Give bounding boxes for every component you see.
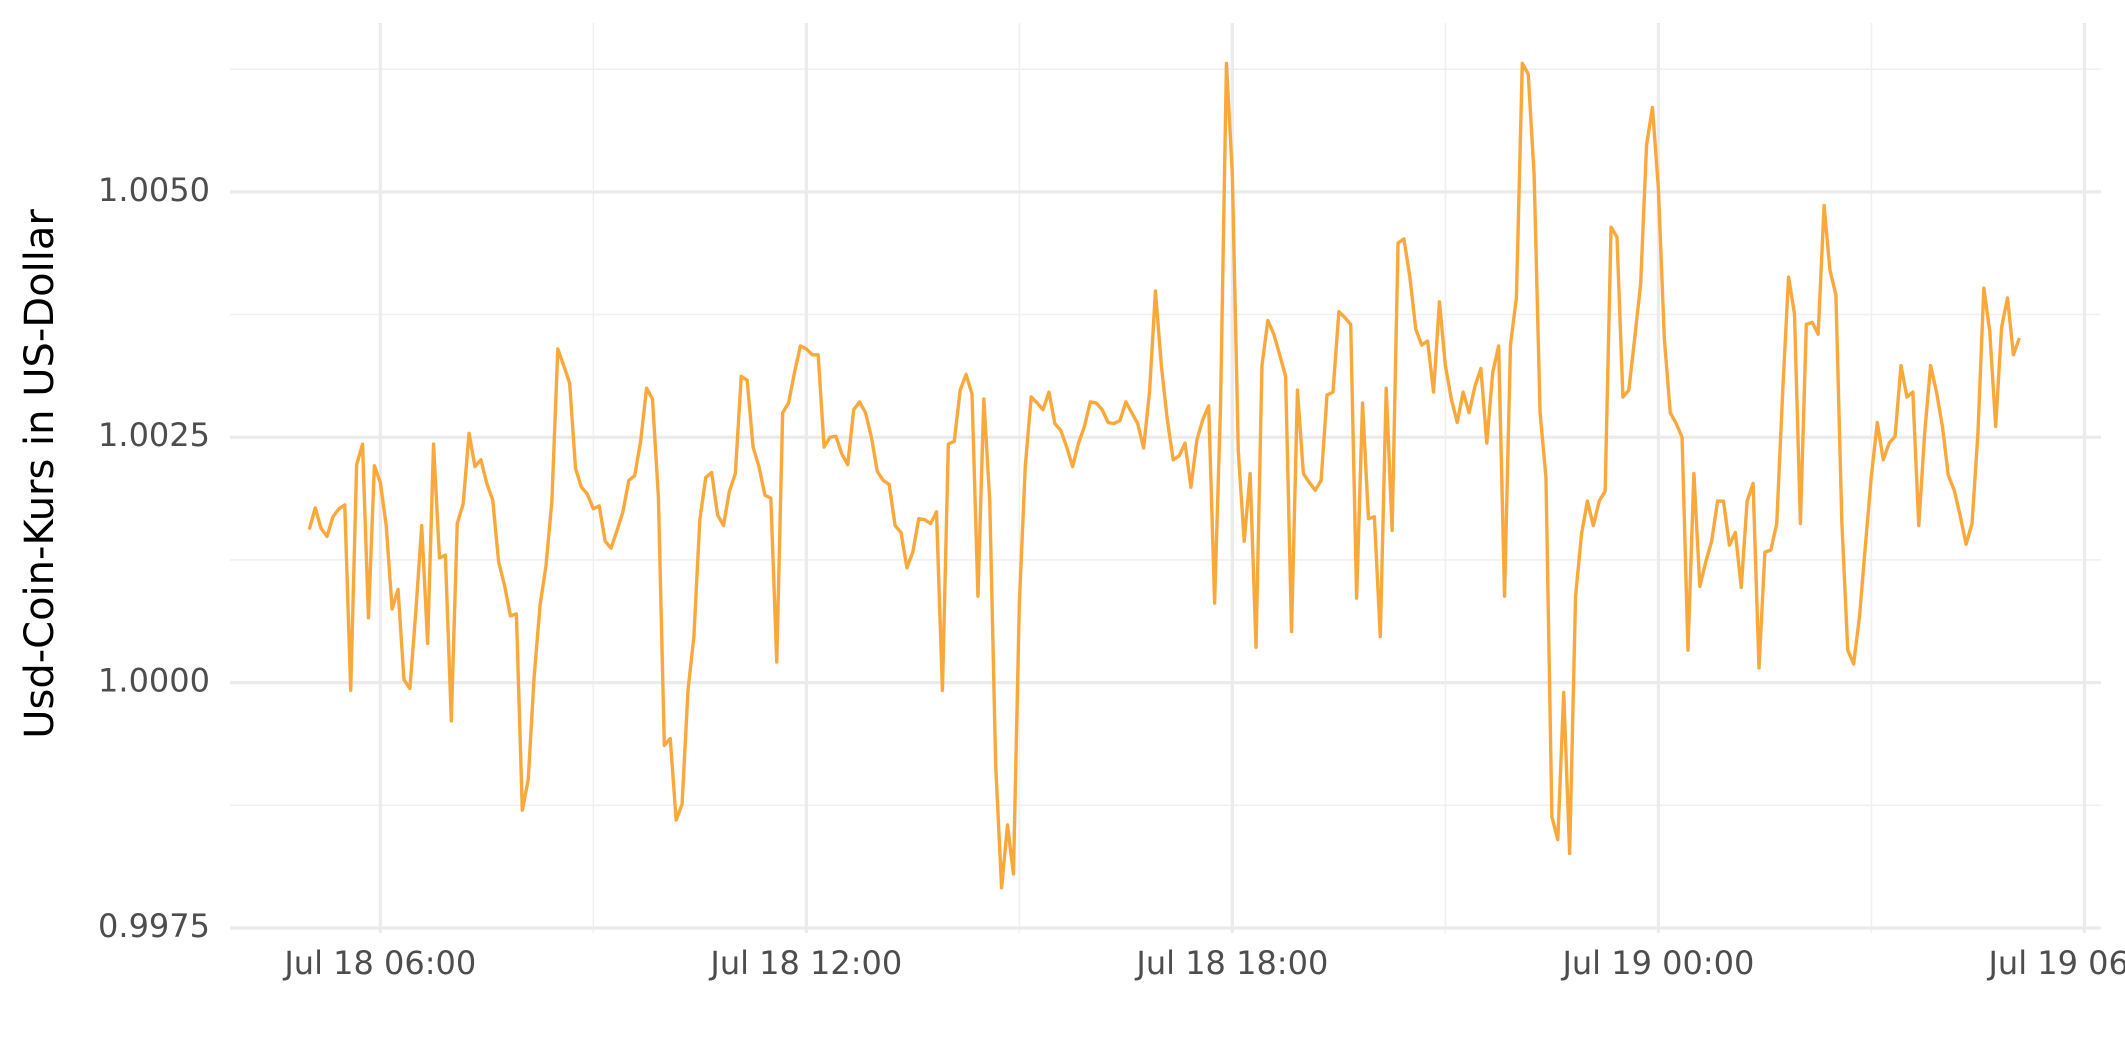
x-tick-label: Jul 19 00:00 [1560, 944, 1754, 982]
y-axis-label: Usd-Coin-Kurs in US-Dollar [17, 209, 63, 739]
x-tick-label: Jul 18 06:00 [282, 944, 476, 982]
y-tick-label: 1.0050 [98, 171, 210, 209]
y-tick-label: 0.9975 [98, 907, 210, 945]
y-tick-label: 1.0025 [98, 416, 210, 454]
x-tick-label: Jul 18 12:00 [708, 944, 902, 982]
grid [230, 23, 2101, 933]
y-tick-label: 1.0000 [98, 662, 210, 700]
x-tick-label: Jul 18 18:00 [1134, 944, 1328, 982]
x-tick-label: Jul 19 06:00 [1986, 944, 2125, 982]
price-line [307, 61, 2021, 890]
